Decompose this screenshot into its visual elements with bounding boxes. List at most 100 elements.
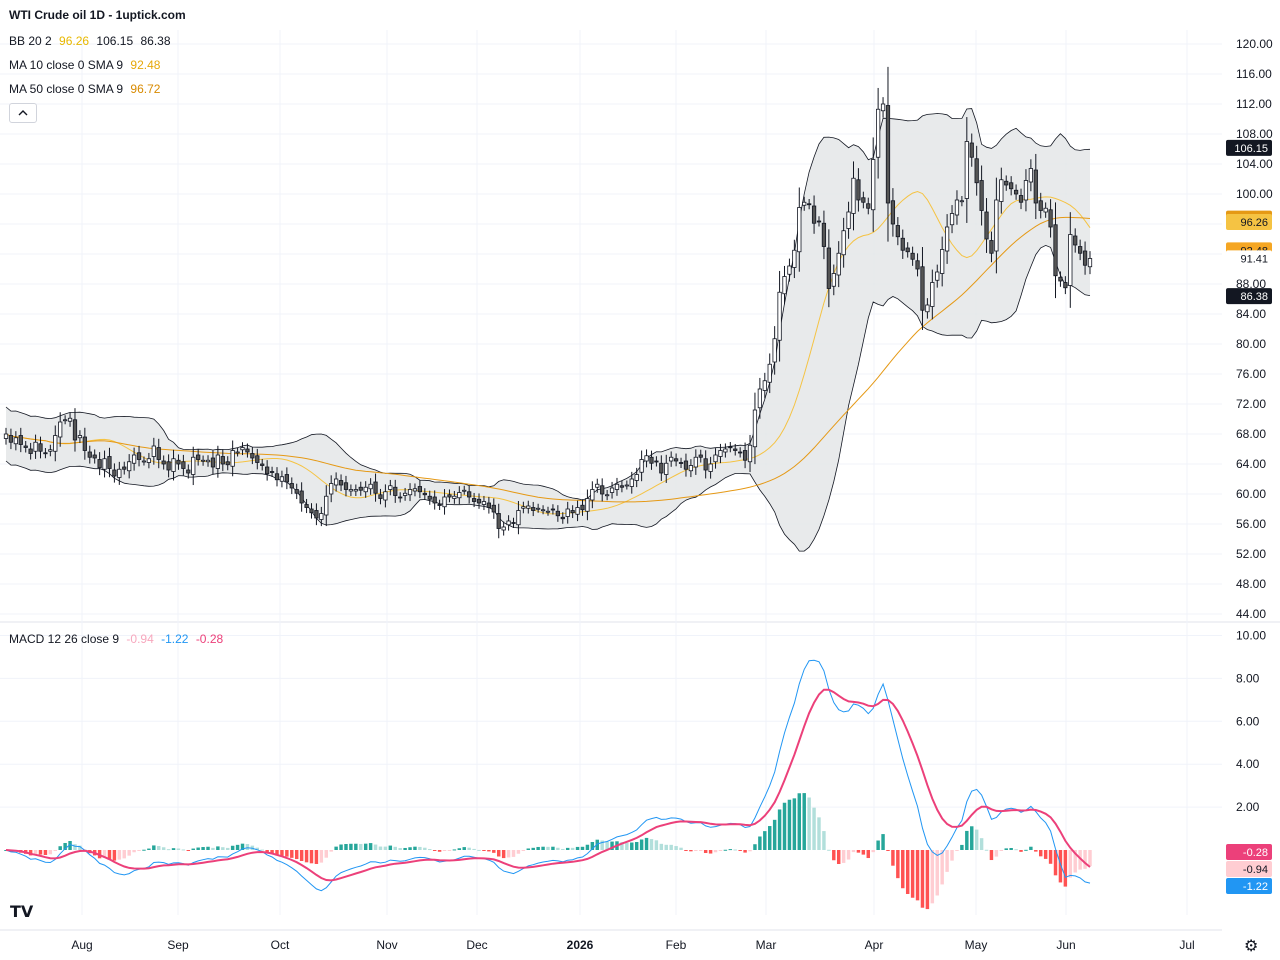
- candle-body[interactable]: [467, 491, 472, 498]
- candle-body[interactable]: [925, 304, 930, 313]
- candle-body[interactable]: [969, 142, 974, 158]
- candle-body[interactable]: [462, 489, 467, 492]
- candle-body[interactable]: [664, 462, 669, 475]
- candle-body[interactable]: [447, 494, 452, 498]
- candle-body[interactable]: [3, 433, 9, 439]
- candle-body[interactable]: [895, 225, 900, 238]
- candle-body[interactable]: [240, 447, 245, 451]
- candle-body[interactable]: [718, 450, 723, 457]
- candle-body[interactable]: [787, 265, 792, 275]
- candle-body[interactable]: [338, 480, 344, 486]
- candle-body[interactable]: [994, 199, 999, 252]
- candle-body[interactable]: [334, 478, 339, 486]
- candle-body[interactable]: [363, 486, 368, 493]
- candle-body[interactable]: [1082, 250, 1088, 266]
- candle-body[interactable]: [703, 458, 708, 471]
- candle-body[interactable]: [890, 200, 896, 225]
- candle-body[interactable]: [230, 450, 235, 467]
- candle-body[interactable]: [63, 419, 68, 422]
- ma10-legend[interactable]: MA 10 close 0 SMA 9 92.48: [9, 58, 164, 72]
- candle-body[interactable]: [48, 449, 53, 452]
- candle-body[interactable]: [861, 197, 866, 203]
- candle-body[interactable]: [373, 481, 378, 494]
- candle-body[interactable]: [614, 483, 620, 490]
- candle-body[interactable]: [1073, 235, 1078, 246]
- candle-body[interactable]: [821, 222, 827, 247]
- candle-body[interactable]: [220, 456, 225, 465]
- candle-body[interactable]: [999, 179, 1004, 202]
- candle-body[interactable]: [1043, 207, 1048, 213]
- candle-body[interactable]: [87, 451, 92, 458]
- candle-body[interactable]: [279, 476, 285, 482]
- candle-body[interactable]: [595, 483, 600, 488]
- candle-body[interactable]: [496, 513, 501, 529]
- candle-body[interactable]: [811, 205, 817, 224]
- candle-body[interactable]: [437, 504, 442, 506]
- candle-body[interactable]: [353, 489, 358, 492]
- candle-body[interactable]: [1058, 276, 1063, 282]
- candle-body[interactable]: [959, 200, 965, 203]
- candle-body[interactable]: [491, 504, 496, 513]
- candle-body[interactable]: [43, 452, 48, 455]
- candle-body[interactable]: [772, 338, 777, 363]
- candle-body[interactable]: [58, 421, 63, 438]
- candle-body[interactable]: [713, 454, 718, 463]
- candle-body[interactable]: [1068, 234, 1073, 286]
- candle-body[interactable]: [540, 509, 546, 512]
- candle-body[interactable]: [1078, 246, 1083, 254]
- candle-body[interactable]: [18, 435, 23, 445]
- candle-body[interactable]: [176, 459, 181, 465]
- candle-body[interactable]: [698, 454, 703, 458]
- candle-body[interactable]: [388, 485, 393, 490]
- candle-body[interactable]: [1013, 189, 1019, 195]
- candle-body[interactable]: [580, 504, 585, 511]
- candle-body[interactable]: [72, 419, 78, 441]
- candle-body[interactable]: [269, 471, 275, 473]
- candle-body[interactable]: [294, 489, 299, 494]
- candle-body[interactable]: [521, 506, 526, 509]
- candle-body[interactable]: [831, 273, 836, 287]
- candle-body[interactable]: [856, 179, 861, 201]
- candle-body[interactable]: [486, 502, 491, 508]
- candle-body[interactable]: [885, 105, 891, 204]
- candle-body[interactable]: [284, 474, 289, 483]
- candle-body[interactable]: [851, 177, 856, 214]
- candle-body[interactable]: [13, 437, 18, 445]
- candle-body[interactable]: [678, 462, 684, 464]
- candle-body[interactable]: [545, 510, 551, 513]
- candle-body[interactable]: [930, 282, 935, 307]
- candle-body[interactable]: [723, 448, 728, 453]
- candle-body[interactable]: [319, 513, 324, 520]
- candle-body[interactable]: [67, 417, 73, 422]
- candle-body[interactable]: [767, 363, 772, 383]
- candle-body[interactable]: [186, 469, 191, 474]
- candle-body[interactable]: [398, 496, 403, 499]
- candle-body[interactable]: [274, 473, 280, 481]
- candle-body[interactable]: [935, 271, 940, 281]
- candle-body[interactable]: [368, 483, 373, 490]
- candle-body[interactable]: [53, 435, 58, 452]
- candle-body[interactable]: [915, 260, 920, 270]
- candle-body[interactable]: [816, 220, 822, 223]
- candle-body[interactable]: [225, 461, 230, 466]
- candle-body[interactable]: [688, 465, 694, 472]
- candle-body[interactable]: [742, 450, 748, 461]
- candle-body[interactable]: [585, 498, 590, 512]
- candle-body[interactable]: [802, 201, 807, 206]
- candle-body[interactable]: [900, 237, 905, 251]
- candle-body[interactable]: [738, 451, 743, 454]
- candle-body[interactable]: [210, 457, 216, 468]
- candle-body[interactable]: [196, 454, 201, 460]
- candle-body[interactable]: [245, 448, 250, 453]
- candle-body[interactable]: [33, 441, 38, 452]
- candle-body[interactable]: [28, 448, 33, 454]
- candle-body[interactable]: [1053, 224, 1058, 277]
- candle-body[interactable]: [866, 203, 871, 209]
- candle-body[interactable]: [501, 526, 506, 531]
- candle-body[interactable]: [146, 458, 152, 463]
- candle-body[interactable]: [452, 495, 457, 499]
- candle-body[interactable]: [304, 504, 309, 508]
- candle-body[interactable]: [1009, 182, 1014, 190]
- candle-body[interactable]: [383, 491, 388, 501]
